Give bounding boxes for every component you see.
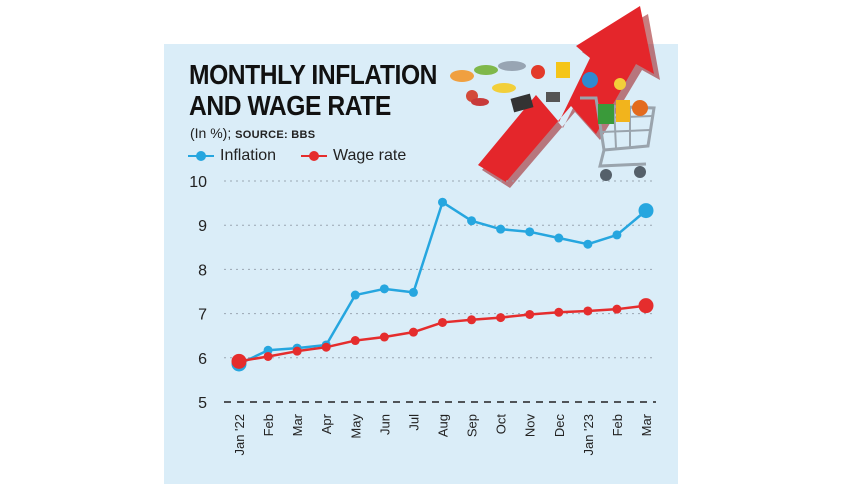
y-axis-ticks: 5 6 7 8 9 10 (189, 174, 207, 412)
x-tick-label: Mar (290, 413, 305, 436)
x-tick-label: Aug (436, 414, 451, 437)
groceries-icon (450, 61, 626, 113)
data-point (467, 315, 477, 325)
chart-subtitle: (In %); SOURCE: BBS (190, 125, 315, 141)
x-tick-label: May (348, 414, 363, 439)
x-tick-label: Jun (377, 414, 392, 435)
x-tick-label: Sep (465, 414, 480, 437)
x-tick-label: Feb (261, 414, 276, 436)
red-up-arrow-icon (478, 6, 654, 182)
y-tick-label: 8 (198, 262, 207, 279)
x-tick-label: Oct (494, 414, 509, 435)
x-tick-label: Mar (639, 413, 654, 436)
series-wage-rate (231, 298, 654, 369)
data-point (496, 224, 506, 234)
chart-title-line-1: MONTHLY INFLATION (189, 59, 438, 90)
data-point (292, 346, 302, 356)
data-point (321, 342, 331, 352)
y-tick-label: 10 (189, 174, 207, 191)
data-point (467, 216, 477, 226)
data-point (438, 317, 447, 327)
x-tick-label: Dec (552, 414, 567, 438)
series-inflation (231, 197, 654, 372)
data-point (263, 345, 273, 355)
source-label: SOURCE: BBS (235, 129, 316, 141)
data-point (525, 227, 535, 237)
data-point (496, 313, 506, 323)
y-tick-label: 5 (198, 395, 207, 412)
data-point (350, 336, 360, 346)
y-tick-label: 9 (198, 218, 207, 235)
unit-label: (In %); (190, 125, 232, 141)
x-tick-label: Jan '22 (232, 414, 247, 456)
y-tick-label: 6 (198, 351, 207, 368)
x-tick-label: Nov (523, 414, 538, 438)
series-line (238, 200, 647, 366)
x-tick-label: Feb (610, 414, 625, 436)
data-point (554, 233, 564, 243)
x-tick-label: Jan '23 (581, 414, 596, 456)
legend-marker-inflation (188, 151, 214, 161)
data-point (263, 351, 273, 361)
legend-item-wage: Wage rate (301, 146, 406, 166)
data-point (612, 304, 622, 314)
legend-marker-wage (301, 151, 327, 161)
legend-label-inflation: Inflation (220, 147, 277, 164)
data-point (554, 307, 564, 317)
legend-item-inflation: Inflation (188, 146, 276, 166)
shopping-cart-arrow-illustration (450, 6, 660, 188)
data-point (408, 287, 418, 297)
data-point (525, 309, 535, 319)
y-tick-label: 7 (198, 307, 207, 324)
x-tick-label: Apr (319, 413, 334, 434)
series-layer (231, 197, 654, 372)
data-point (612, 230, 622, 240)
data-point (408, 327, 418, 337)
data-point (583, 239, 593, 249)
legend-label-wage: Wage rate (333, 147, 407, 164)
data-point (379, 332, 389, 342)
data-point (350, 290, 360, 300)
data-point (231, 353, 247, 369)
data-point (583, 306, 593, 316)
x-tick-label: Jul (406, 414, 421, 431)
data-point (638, 298, 654, 314)
shopping-cart-icon (580, 96, 656, 181)
data-point (438, 197, 447, 207)
data-point (638, 203, 654, 219)
x-axis-ticks: Jan '22 Feb Mar Apr May Jun Jul Aug Sep Oct Nov Dec… (232, 413, 654, 455)
data-point (379, 284, 389, 294)
chart-title-line-2: AND WAGE RATE (189, 90, 391, 121)
grid-lines (224, 180, 656, 403)
